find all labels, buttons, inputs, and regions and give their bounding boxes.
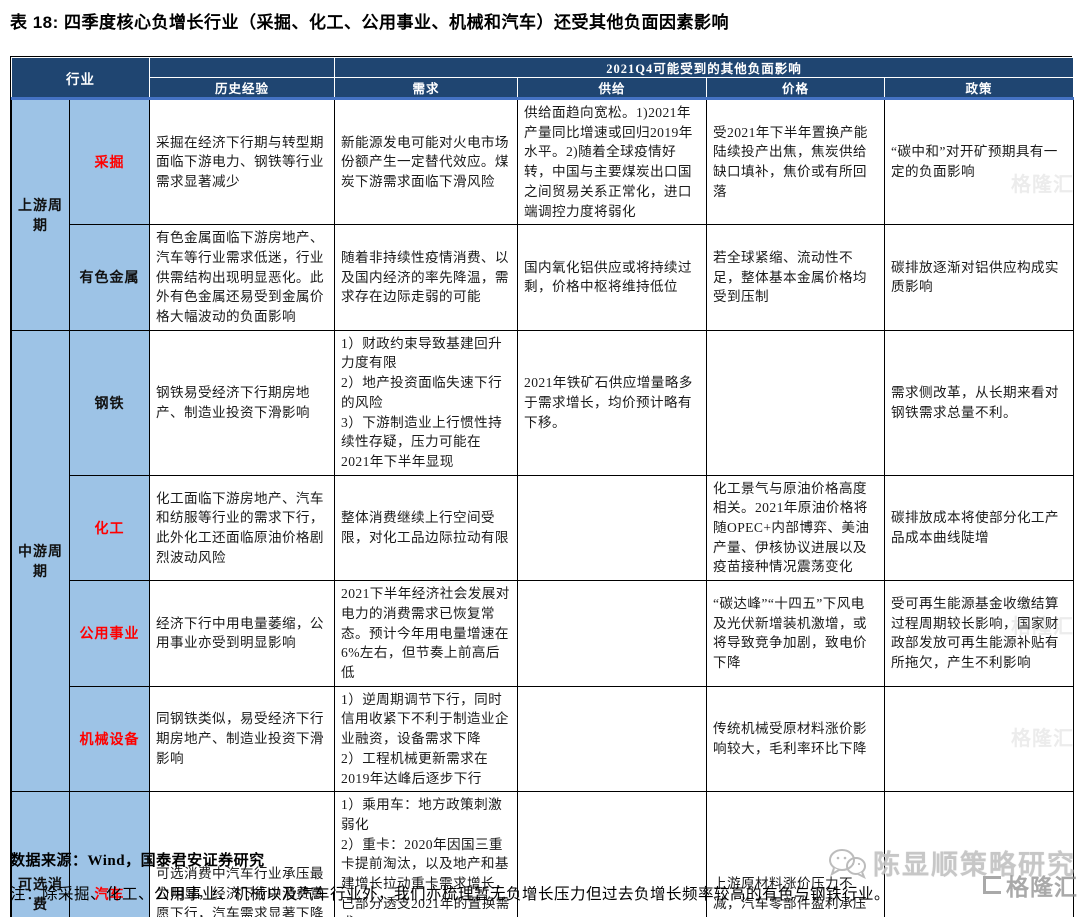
table-row: 化工 化工面临下游房地产、汽车和纺服等行业的需求下行，此外化工还面临原油价格剧烈… <box>12 474 1075 582</box>
page-title: 表 18: 四季度核心负增长行业（采掘、化工、公用事业、机械和汽车）还受其他负面… <box>10 13 730 32</box>
table-row: 可选消费 汽车 可选消费中汽车行业承压最为明显，经济下行中消费意愿下行，汽车需求… <box>11 791 1075 917</box>
table-cell: 传统机械受原材料涨价影响较大，毛利率环比下降 <box>706 685 885 793</box>
column-header-policy: 政策 <box>883 77 1075 100</box>
table-row: 中游周期 钢铁 钢铁易受经济下行期房地产、制造业投资下滑影响 1）财政约束导致基… <box>11 329 1075 793</box>
table-row: 机械设备 同钢铁类似，易受经济下行期房地产、制造业投资下滑影响 1）逆周期调节下… <box>12 685 1075 793</box>
table-cell: 新能源发电可能对火电市场份额产生一定替代效应。煤炭下游需求面临下滑风险 <box>334 97 518 226</box>
table-cell: 整体消费继续上行空间受限，对化工品边际拉动有限 <box>334 474 518 582</box>
table-cell <box>517 474 707 582</box>
footnote: 注：除采掘、化工、公用事业、机械以及汽车行业外，我们亦梳理暂无负增长压力但过去负… <box>10 886 891 903</box>
table-row: 有色金属 有色金属面临下游房地产、汽车等行业需求低迷，行业供需结构出现明显恶化。… <box>12 224 1075 331</box>
table-cell <box>517 580 707 687</box>
table-cell: 采掘在经济下行期与转型期面临下游电力、钢铁等行业需求显著减少 <box>149 97 335 226</box>
table-cell: 需求侧改革，从长期来看对钢铁需求总量不利。 <box>883 329 1075 476</box>
table-cell: 可选消费中汽车行业承压最为明显，经济下行中消费意愿下行，汽车需求显著下降 <box>149 791 335 917</box>
column-header-supply: 供给 <box>517 77 707 100</box>
industry-label: 公用事业 <box>69 580 150 687</box>
table-cell: 供给面趋向宽松。1)2021年产量同比增速或回归2019年水平。2)随着全球疫情… <box>517 97 707 226</box>
table-cell: “碳中和”对开矿预期具有一定的负面影响 <box>883 97 1075 226</box>
industry-label: 采掘 <box>69 97 150 226</box>
table-cell: 钢铁易受经济下行期房地产、制造业投资下滑影响 <box>149 329 335 476</box>
table-cell: 化工面临下游房地产、汽车和纺服等行业的需求下行，此外化工还面临原油价格剧烈波动风… <box>149 474 335 582</box>
column-header-demand: 需求 <box>334 77 518 100</box>
industry-label: 机械设备 <box>69 685 150 793</box>
table-cell: 若全球紧缩、流动性不足，整体基本金属价格均受到压制 <box>706 224 885 331</box>
industry-label: 钢铁 <box>69 329 150 476</box>
table-cell <box>517 685 707 793</box>
wechat-watermark: 陈显顺策略研究 <box>827 843 1076 882</box>
industry-label: 化工 <box>69 474 150 582</box>
data-source-note: 数据来源：Wind，国泰君安证券研究 <box>10 853 265 869</box>
brand-logo-icon <box>983 876 1001 894</box>
industry-table: 行业 2021Q4可能受到的其他负面影响 历史经验 需求 供给 价格 政策 上游… <box>10 56 1075 917</box>
column-header-price: 价格 <box>706 77 885 100</box>
table-cell: 经济下行中用电量萎缩，公用事业亦受到明显影响 <box>149 580 335 687</box>
table-cell: 化工景气与原油价格高度相关。2021年原油价格将随OPEC+内部博弈、美油产量、… <box>706 474 885 582</box>
table-cell: 同钢铁类似，易受经济下行期房地产、制造业投资下滑影响 <box>149 685 335 793</box>
table-cell <box>706 329 885 476</box>
column-header-history: 历史经验 <box>149 77 335 100</box>
table-cell <box>517 791 707 917</box>
table-cell: 碳排放逐渐对铝供应构成实质影响 <box>883 224 1075 331</box>
table-cell: 碳排放成本将使部分化工产品成本曲线陡增 <box>883 474 1075 582</box>
table-cell: “碳达峰”“十四五”下风电及光伏新增装机激增，或将导致竞争加剧，致电价下降 <box>706 580 885 687</box>
table-cell: 2021下半年经济社会发展对电力的消费需求已恢复常态。预计今年用电量增速在6%左… <box>334 580 518 687</box>
table-cell: 随着非持续性疫情消费、以及国内经济的率先降温，需求存在边际走弱的可能 <box>334 224 518 331</box>
group-label-consumer: 可选消费 <box>11 791 70 917</box>
table-cell: 受可再生能源基金收缴结算过程周期较长影响，国家财政部发放可再生能源补贴有所拖欠，… <box>883 580 1075 687</box>
wechat-icon <box>827 847 867 879</box>
table-cell: 1）逆周期调节下行，同时信用收紧下不利于制造业企业融资，设备需求下降 2）工程机… <box>334 685 518 793</box>
wechat-account-name: 陈显顺策略研究 <box>873 850 1076 880</box>
table-cell: 受2021年下半年置换产能陆续投产出焦，焦炭供给缺口填补，焦价或有所回落 <box>706 97 885 226</box>
table-row: 上游周期 采掘 采掘在经济下行期与转型期面临下游电力、钢铁等行业需求显著减少 新… <box>11 97 1075 331</box>
table-cell: 1）财政约束导致基建回升力度有限 2）地产投资面临失速下行的风险 3）下游制造业… <box>334 329 518 476</box>
header-spacer-cell <box>149 57 335 78</box>
industry-label: 有色金属 <box>69 224 150 331</box>
header-banner: 2021Q4可能受到的其他负面影响 <box>333 57 1075 78</box>
brand-watermark: 格隆汇 <box>983 868 1078 902</box>
group-label-upstream: 上游周期 <box>11 98 70 331</box>
table-cell <box>883 791 1075 917</box>
table-row: 公用事业 经济下行中用电量萎缩，公用事业亦受到明显影响 2021下半年经济社会发… <box>12 580 1075 687</box>
table-cell: 2021年铁矿石供应增量略多于需求增长，均价预计略有下移。 <box>517 329 707 476</box>
group-label-midstream: 中游周期 <box>11 329 70 793</box>
brand-name: 格隆汇 <box>1006 874 1078 900</box>
table-cell <box>883 685 1075 793</box>
table-cell: 国内氧化铝供应或将持续过剩，价格中枢将维持低位 <box>517 224 707 331</box>
column-header-industry: 行业 <box>11 57 150 100</box>
table-cell: 上游原材料涨价压力不减，汽车零部件盈利承压 <box>706 791 885 917</box>
table-cell: 1）乘用车：地方政策刺激弱化 2）重卡：2020年因国三重卡提前淘汰，以及地产和… <box>334 791 518 917</box>
table-cell: 有色金属面临下游房地产、汽车等行业需求低迷，行业供需结构出现明显恶化。此外有色金… <box>149 224 335 331</box>
